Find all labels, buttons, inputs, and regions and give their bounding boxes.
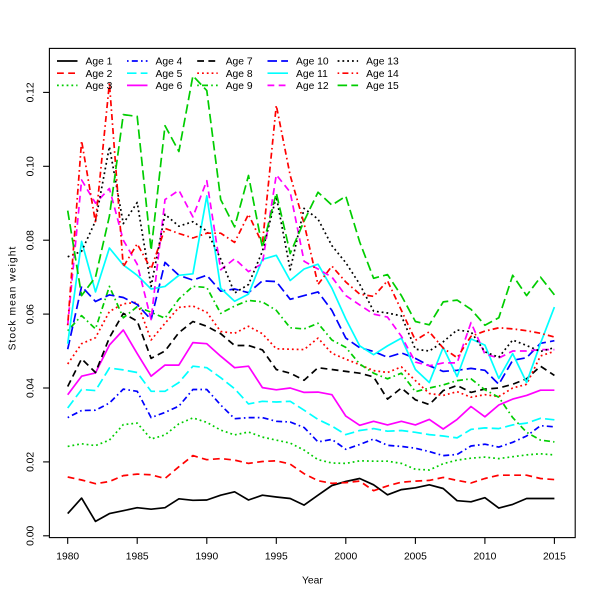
svg-text:2005: 2005 — [404, 552, 427, 563]
svg-text:0.06: 0.06 — [26, 304, 37, 324]
svg-text:Age 6: Age 6 — [156, 81, 183, 92]
svg-text:1985: 1985 — [126, 552, 149, 563]
svg-text:1995: 1995 — [265, 552, 288, 563]
svg-text:Age 3: Age 3 — [86, 81, 113, 92]
svg-text:2015: 2015 — [543, 552, 566, 563]
svg-text:Stock mean weight: Stock mean weight — [8, 246, 19, 351]
svg-text:Age 11: Age 11 — [296, 69, 328, 80]
svg-text:Age 1: Age 1 — [86, 57, 113, 68]
svg-text:Age 2: Age 2 — [86, 69, 113, 80]
svg-text:2000: 2000 — [334, 552, 357, 563]
svg-text:Age 8: Age 8 — [226, 69, 253, 80]
svg-text:0.10: 0.10 — [26, 156, 37, 176]
svg-text:Age 9: Age 9 — [226, 81, 253, 92]
svg-text:Age 14: Age 14 — [366, 69, 399, 80]
svg-text:Year: Year — [302, 576, 323, 587]
svg-text:0.04: 0.04 — [26, 378, 37, 398]
svg-text:Age 15: Age 15 — [366, 81, 399, 92]
svg-text:0.02: 0.02 — [26, 452, 37, 472]
svg-text:Age 10: Age 10 — [296, 57, 329, 68]
svg-text:Age 12: Age 12 — [296, 81, 329, 92]
svg-text:0.08: 0.08 — [26, 230, 37, 250]
svg-text:1990: 1990 — [195, 552, 218, 563]
svg-text:Age 4: Age 4 — [156, 57, 183, 68]
svg-text:Age 13: Age 13 — [366, 57, 399, 68]
svg-text:2010: 2010 — [473, 552, 496, 563]
svg-text:0.00: 0.00 — [26, 526, 37, 546]
svg-text:Age 7: Age 7 — [226, 57, 253, 68]
svg-text:0.12: 0.12 — [26, 82, 37, 102]
svg-text:Age 5: Age 5 — [156, 69, 183, 80]
svg-text:1980: 1980 — [56, 552, 79, 563]
